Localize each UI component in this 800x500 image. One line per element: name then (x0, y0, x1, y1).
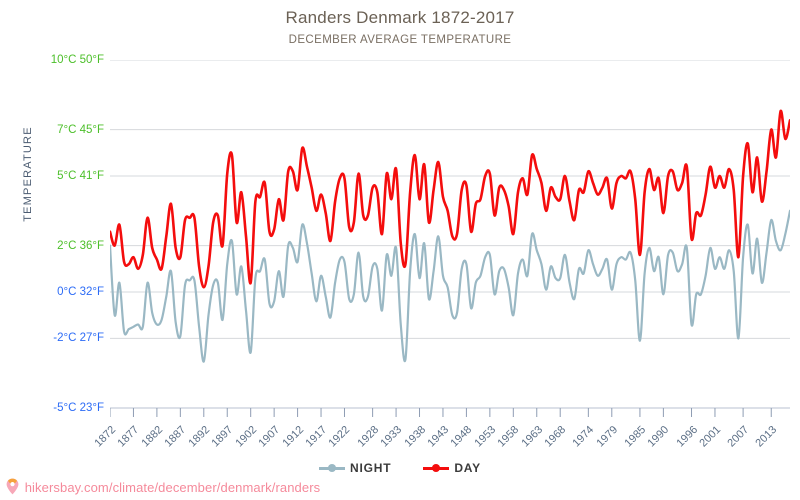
legend-label: NIGHT (350, 461, 392, 476)
source-footer[interactable]: hikersbay.com/climate/december/denmark/r… (6, 478, 320, 498)
legend-marker-icon (319, 462, 345, 474)
legend-label: DAY (454, 461, 481, 476)
legend-item-day[interactable]: DAY (423, 460, 481, 475)
series-line-night (110, 209, 790, 363)
legend-item-night[interactable]: NIGHT (319, 460, 391, 475)
y-axis-tick-label: -2°C 27°F (53, 332, 104, 345)
plot-area (110, 60, 790, 417)
y-axis-tick-label: 0°C 32°F (57, 286, 104, 298)
chart-subtitle: DECEMBER AVERAGE TEMPERATURE (288, 34, 512, 46)
y-axis-tick-label: -5°C 23°F (53, 402, 104, 414)
y-axis-tick-label: 10°C 50°F (50, 54, 104, 66)
legend-marker-icon (423, 462, 450, 474)
map-pin-icon (6, 478, 19, 498)
x-axis (110, 407, 790, 417)
series-line-day (110, 109, 790, 289)
chart-canvas (110, 60, 790, 417)
y-axis-ticks: 10°C 50°F 7°C 45°F 5°C 41°F 2°C 36°F 0°C 32°… (0, 0, 104, 420)
x-axis-ticks: 1872 1877 1882 1887 1892 1897 1902 1907 1912 1917… (0, 0, 800, 450)
chart-legend: NIGHT DAY (0, 460, 800, 475)
source-url: hikersbay.com/climate/december/denmark/r… (24, 480, 321, 495)
page-title: Randers Denmark 1872-2017 (285, 8, 515, 27)
y-axis-tick-label: 5°C 41°F (57, 170, 104, 182)
y-axis-tick-label: 2°C 36°F (57, 239, 104, 252)
y-axis-tick-label: 7°C 45°F (57, 123, 104, 136)
